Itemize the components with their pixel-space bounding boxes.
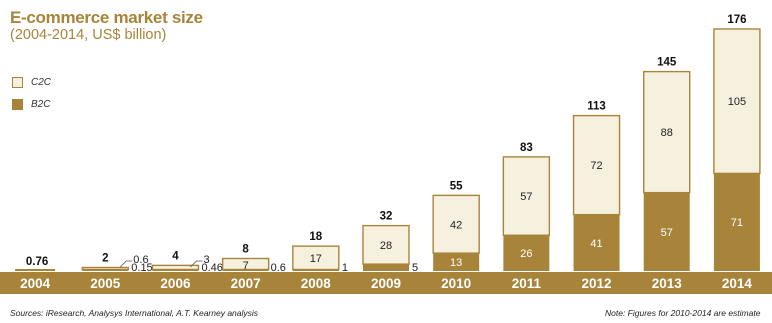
label-total-2005: 2	[102, 253, 108, 265]
label-c2c-2011: 57	[520, 191, 532, 203]
legend-swatch-b2c	[12, 98, 23, 110]
label-total-2004: 0.76	[26, 256, 48, 268]
x-tick-2010: 2010	[441, 276, 471, 291]
label-c2c-2012: 72	[590, 160, 602, 172]
label-c2c-2009: 28	[380, 240, 392, 252]
bar-c2c-2005	[81, 266, 129, 271]
bar-b2c-2007	[222, 269, 269, 271]
label-b2c-2009: 5	[412, 262, 418, 274]
x-tick-2007: 2007	[231, 276, 261, 291]
chart-subtitle: (2004-2014, US$ billion)	[10, 27, 167, 43]
x-axis-band	[0, 272, 772, 294]
x-tick-2014: 2014	[722, 276, 753, 291]
label-b2c-2011: 26	[520, 248, 532, 260]
bar-b2c-2005	[82, 269, 129, 271]
bar-c2c-2008	[292, 245, 340, 271]
label-b2c-2008: 1	[342, 262, 348, 274]
label-c2c-2013: 88	[661, 127, 673, 139]
label-total-2006: 4	[172, 250, 179, 262]
bar-b2c-2014	[713, 173, 760, 271]
chart-title: E-commerce market size	[10, 8, 203, 27]
bar-b2c-2006	[152, 269, 199, 271]
bar-c2c-2007	[221, 257, 270, 271]
label-b2c-2012: 41	[590, 238, 602, 250]
bar-b2c-2009	[363, 264, 409, 271]
bar-b2c-2011	[503, 235, 550, 271]
label-total-2012: 113	[587, 101, 606, 113]
bar-c2c-2012	[572, 114, 621, 216]
legend-item-b2c: B2C	[12, 97, 50, 111]
x-tick-2011: 2011	[512, 276, 542, 291]
bar-c2c-2013	[643, 70, 691, 194]
label-c2c-2008: 17	[310, 253, 322, 265]
label-c2c-2007: 7	[243, 260, 249, 272]
x-tick-2005: 2005	[90, 276, 121, 291]
sources-note: Sources: iResearch, Analysys Internation…	[10, 308, 259, 318]
label-b2c-2010: 13	[450, 257, 462, 269]
bar-c2c-2006	[151, 264, 200, 271]
legend-label-c2c: C2C	[31, 76, 52, 88]
label-total-2010: 55	[450, 180, 463, 192]
x-tick-2013: 2013	[652, 276, 683, 291]
label-total-2011: 83	[520, 142, 533, 154]
label-total-2008: 18	[309, 231, 322, 243]
label-total-2009: 32	[380, 211, 393, 223]
legend-item-c2c: C2C	[12, 75, 51, 89]
legend-label-b2c: B2C	[31, 98, 51, 110]
leader-c2c-2006	[190, 260, 203, 268]
bar-c2c-2014	[713, 28, 761, 175]
x-tick-2012: 2012	[582, 276, 612, 291]
legend-swatch-c2c	[12, 76, 23, 88]
label-total-2007: 8	[242, 244, 249, 256]
bar-c2c-2010	[432, 194, 480, 254]
x-tick-2004: 2004	[20, 276, 51, 291]
label-c2c-2005: 0.6	[133, 254, 148, 266]
bar-c2c-2009	[362, 224, 410, 265]
label-c2c-2006: 3	[203, 254, 209, 266]
bar-c2c-2011	[502, 156, 551, 236]
estimate-note: Note: Figures for 2010-2014 are estimate	[605, 308, 761, 318]
bar-b2c-2010	[433, 253, 480, 271]
bar-b2c-2013	[643, 192, 690, 271]
label-b2c-2013: 57	[661, 227, 673, 239]
label-total-2013: 145	[657, 57, 677, 69]
label-b2c-2005: 0.15	[131, 262, 152, 274]
leader-c2c-2005	[119, 260, 133, 268]
label-c2c-2014: 105	[728, 96, 746, 108]
bar-b2c-2012	[573, 214, 620, 271]
x-tick-2006: 2006	[160, 276, 191, 291]
label-b2c-2006: 0.46	[201, 262, 222, 274]
label-c2c-2010: 42	[450, 219, 462, 231]
bar-total-2004	[15, 269, 56, 271]
label-b2c-2014: 71	[731, 217, 743, 229]
label-b2c-2007: 0.6	[271, 262, 286, 274]
x-tick-2009: 2009	[371, 276, 401, 291]
x-tick-2008: 2008	[301, 276, 332, 291]
bar-b2c-2008	[292, 269, 339, 271]
label-total-2014: 176	[727, 14, 746, 26]
